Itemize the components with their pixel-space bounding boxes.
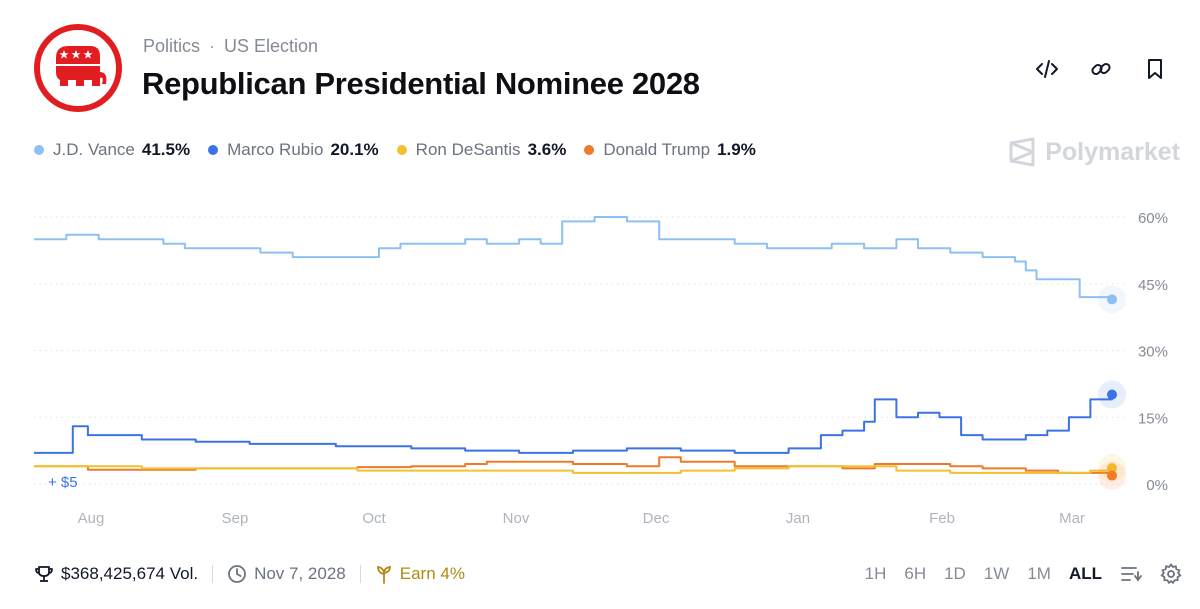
copy-link-button[interactable] <box>1086 54 1116 84</box>
market-footer: $368,425,674 Vol. Nov 7, 2028 Earn 4% 1H… <box>34 560 1182 588</box>
series-end-point <box>1107 294 1117 305</box>
legend-item[interactable]: Donald Trump 1.9% <box>584 140 756 160</box>
range-1w[interactable]: 1W <box>983 564 1010 583</box>
legend-item[interactable]: Marco Rubio 20.1% <box>208 140 379 160</box>
legend-value: 41.5% <box>141 140 191 159</box>
y-tick-label: 0% <box>1146 477 1168 494</box>
y-tick-label: 30% <box>1138 344 1168 361</box>
republican-elephant-logo <box>34 24 122 112</box>
legend-item[interactable]: J.D. Vance 41.5% <box>34 140 190 160</box>
filter-list-icon <box>1121 567 1142 582</box>
legend-dot <box>584 145 595 155</box>
x-tick-label: Sep <box>222 510 249 527</box>
legend-dot <box>208 145 219 155</box>
x-tick-label: Dec <box>643 510 670 527</box>
chart-legend: J.D. Vance 41.5% Marco Rubio 20.1% Ron D… <box>34 140 774 160</box>
price-chart[interactable]: 60% 45% 30% 15% 0% Aug Sep Oct Nov Dec Jan Feb Mar + … <box>0 195 1200 535</box>
end-date-text: Nov 7, 2028 <box>254 564 346 583</box>
x-tick-label: Mar <box>1059 510 1085 527</box>
breadcrumb: Politics · US Election <box>143 36 318 57</box>
legend-name: Marco Rubio <box>227 140 324 159</box>
series-end-point <box>1107 389 1117 400</box>
footer-divider <box>212 565 214 583</box>
embed-button[interactable] <box>1032 54 1062 84</box>
series-line <box>34 216 1113 300</box>
x-tick-label: Aug <box>78 510 105 527</box>
volume-annotation: + $5 <box>48 474 78 491</box>
end-date-stat: Nov 7, 2028 <box>227 564 346 584</box>
range-1m[interactable]: 1M <box>1027 564 1051 583</box>
legend-name: J.D. Vance <box>53 140 135 159</box>
series-line <box>34 394 1113 454</box>
legend-name: Donald Trump <box>603 140 711 159</box>
filter-button[interactable] <box>1120 563 1142 585</box>
earn-link[interactable]: Earn 4% <box>375 564 465 584</box>
range-6h[interactable]: 6H <box>904 564 927 583</box>
series-end-point <box>1107 470 1117 481</box>
volume-text: $368,425,674 Vol. <box>61 564 199 583</box>
legend-value: 20.1% <box>330 140 379 159</box>
header-actions <box>1032 54 1170 84</box>
x-tick-label: Oct <box>362 510 386 527</box>
page-title: Republican Presidential Nominee 2028 <box>142 66 700 101</box>
x-tick-label: Nov <box>503 510 530 527</box>
bookmark-icon <box>1148 59 1162 79</box>
range-1h[interactable]: 1H <box>864 564 887 583</box>
brand-name: Polymarket <box>1045 137 1180 166</box>
y-tick-label: 45% <box>1138 277 1168 294</box>
code-icon <box>1036 60 1058 78</box>
trophy-icon <box>35 566 53 582</box>
volume-stat: $368,425,674 Vol. <box>34 564 198 584</box>
breadcrumb-subcategory[interactable]: US Election <box>224 36 319 56</box>
legend-item[interactable]: Ron DeSantis 3.6% <box>396 140 567 160</box>
polymarket-brand: Polymarket <box>1008 137 1180 167</box>
legend-dot <box>34 145 44 155</box>
breadcrumb-category[interactable]: Politics <box>143 36 201 56</box>
link-icon <box>1091 62 1111 76</box>
range-all[interactable]: ALL <box>1068 564 1102 583</box>
legend-value: 1.9% <box>717 140 756 159</box>
x-tick-label: Jan <box>786 510 810 527</box>
legend-name: Ron DeSantis <box>415 140 521 159</box>
legend-dot <box>396 145 407 155</box>
y-tick-label: 15% <box>1138 410 1168 427</box>
settings-button[interactable] <box>1160 563 1182 585</box>
clock-icon <box>228 565 246 583</box>
range-1d[interactable]: 1D <box>944 564 966 583</box>
x-tick-label: Feb <box>929 510 955 527</box>
series-end-point <box>1107 462 1117 473</box>
gear-icon <box>1160 563 1182 585</box>
time-range-selector: 1H 6H 1D 1W 1M ALL <box>865 560 1182 588</box>
y-tick-label: 60% <box>1138 210 1168 227</box>
earn-text: Earn 4% <box>399 564 465 583</box>
series-line <box>34 465 1113 474</box>
legend-value: 3.6% <box>527 140 567 159</box>
market-header: Politics · US Election Republican Presid… <box>34 24 1170 114</box>
sprout-icon <box>376 565 391 584</box>
bookmark-button[interactable] <box>1140 54 1170 84</box>
footer-divider <box>359 565 361 583</box>
polymarket-logo-icon <box>1009 137 1035 167</box>
breadcrumb-separator: · <box>209 36 216 56</box>
